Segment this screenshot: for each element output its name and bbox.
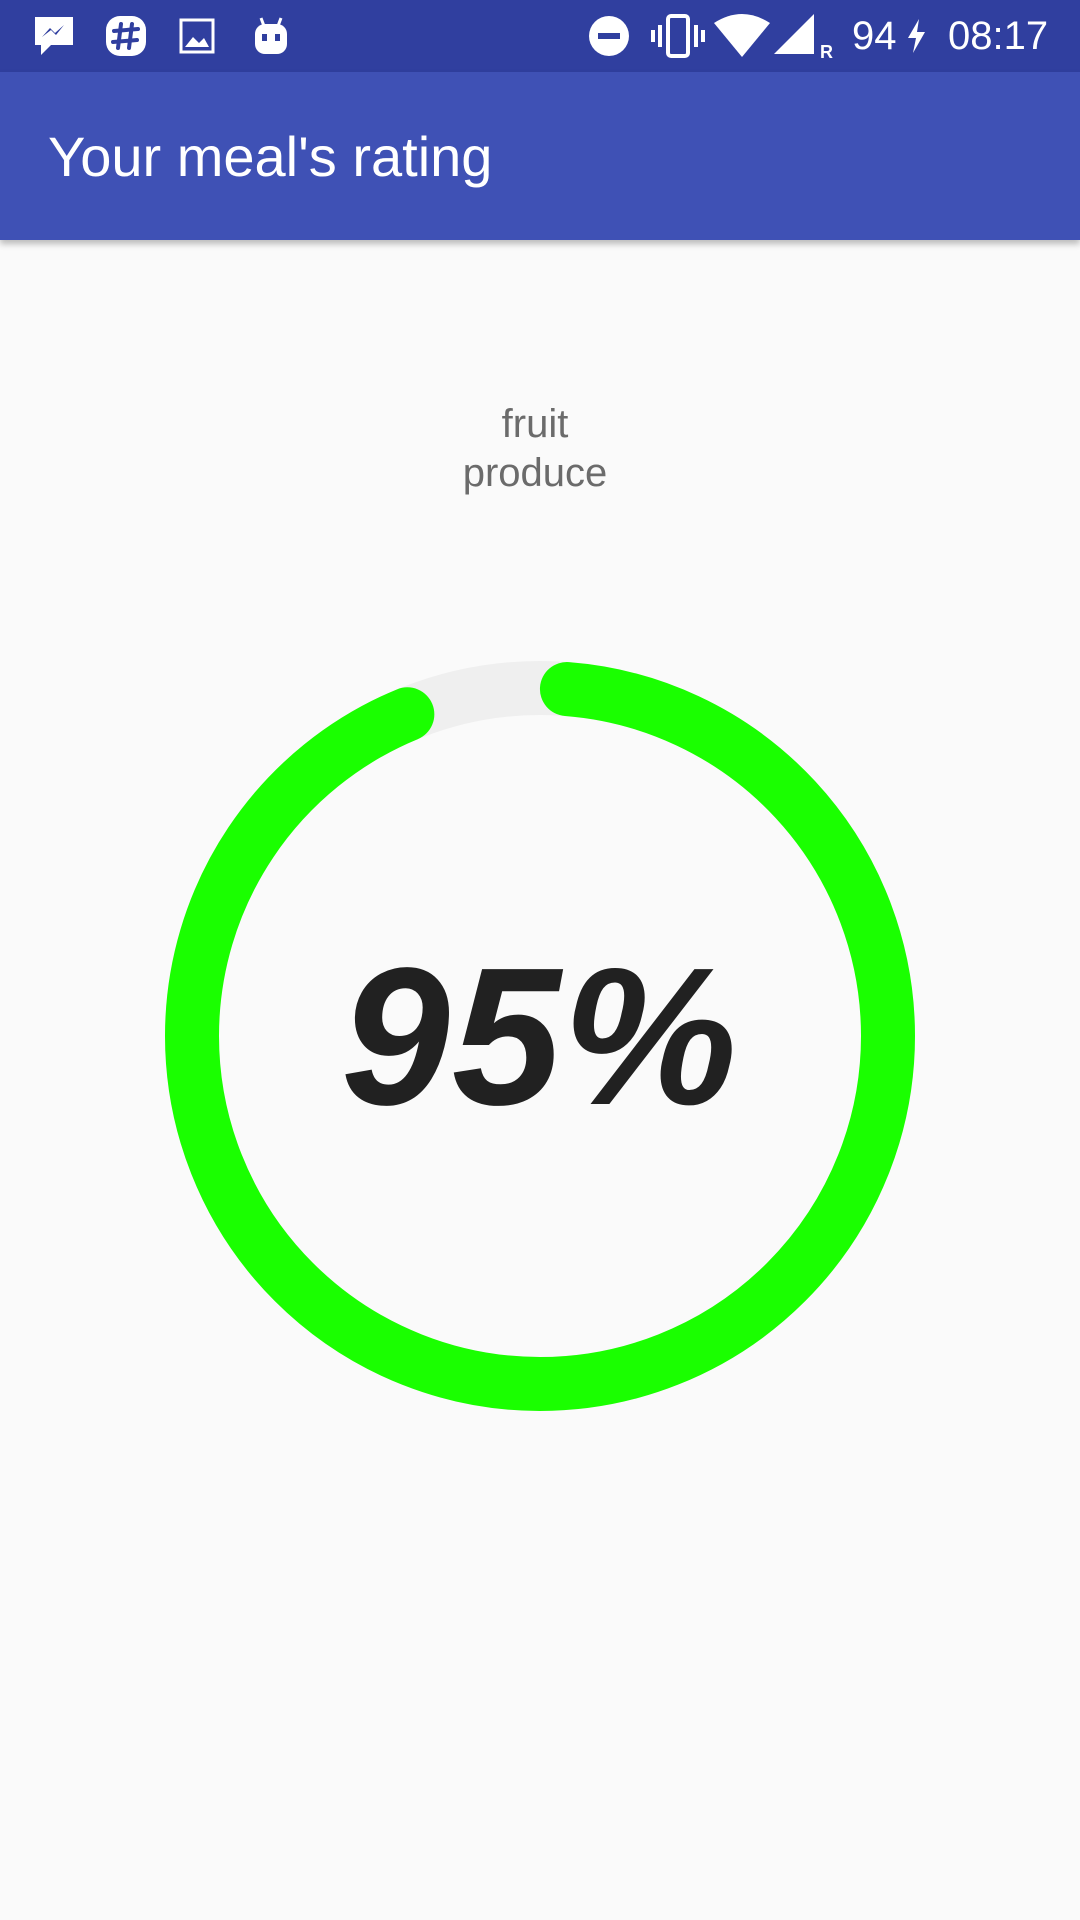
android-icon — [250, 0, 292, 72]
app-bar: Your meal's rating — [0, 72, 1080, 240]
messenger-icon — [30, 0, 78, 72]
rating-ring — [165, 661, 915, 1411]
tag-label: fruit — [501, 402, 569, 446]
page-title: Your meal's rating — [48, 124, 493, 188]
rating-gauge: 95% — [165, 661, 915, 1411]
charging-icon — [904, 0, 928, 72]
gallery-icon — [176, 0, 218, 72]
rating-value: 95% — [340, 926, 740, 1146]
food-tags: fruit produce — [0, 400, 1070, 498]
tag-label: produce — [462, 451, 608, 495]
signal-roaming-icon: R — [772, 0, 834, 72]
do-not-disturb-icon — [586, 0, 632, 72]
battery-percentage: 94 — [852, 13, 897, 58]
slack-icon — [102, 0, 150, 72]
svg-text:R: R — [820, 42, 833, 60]
status-time: 08:17 — [948, 13, 1049, 58]
ring-progress — [165, 661, 915, 1411]
status-bar: R 94 08:17 — [0, 0, 1080, 72]
wifi-icon — [712, 0, 772, 72]
vibrate-icon — [650, 0, 706, 72]
